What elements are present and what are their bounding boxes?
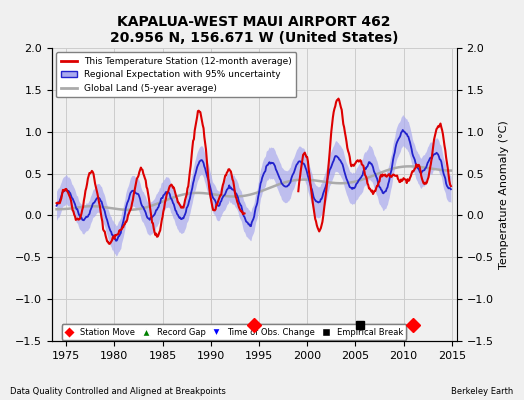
Title: KAPALUA-WEST MAUI AIRPORT 462
20.956 N, 156.671 W (United States): KAPALUA-WEST MAUI AIRPORT 462 20.956 N, … — [110, 15, 398, 45]
Legend: Station Move, Record Gap, Time of Obs. Change, Empirical Break: Station Move, Record Gap, Time of Obs. C… — [62, 324, 406, 340]
Text: Data Quality Controlled and Aligned at Breakpoints: Data Quality Controlled and Aligned at B… — [10, 387, 226, 396]
Text: Berkeley Earth: Berkeley Earth — [451, 387, 514, 396]
Y-axis label: Temperature Anomaly (°C): Temperature Anomaly (°C) — [499, 120, 509, 269]
